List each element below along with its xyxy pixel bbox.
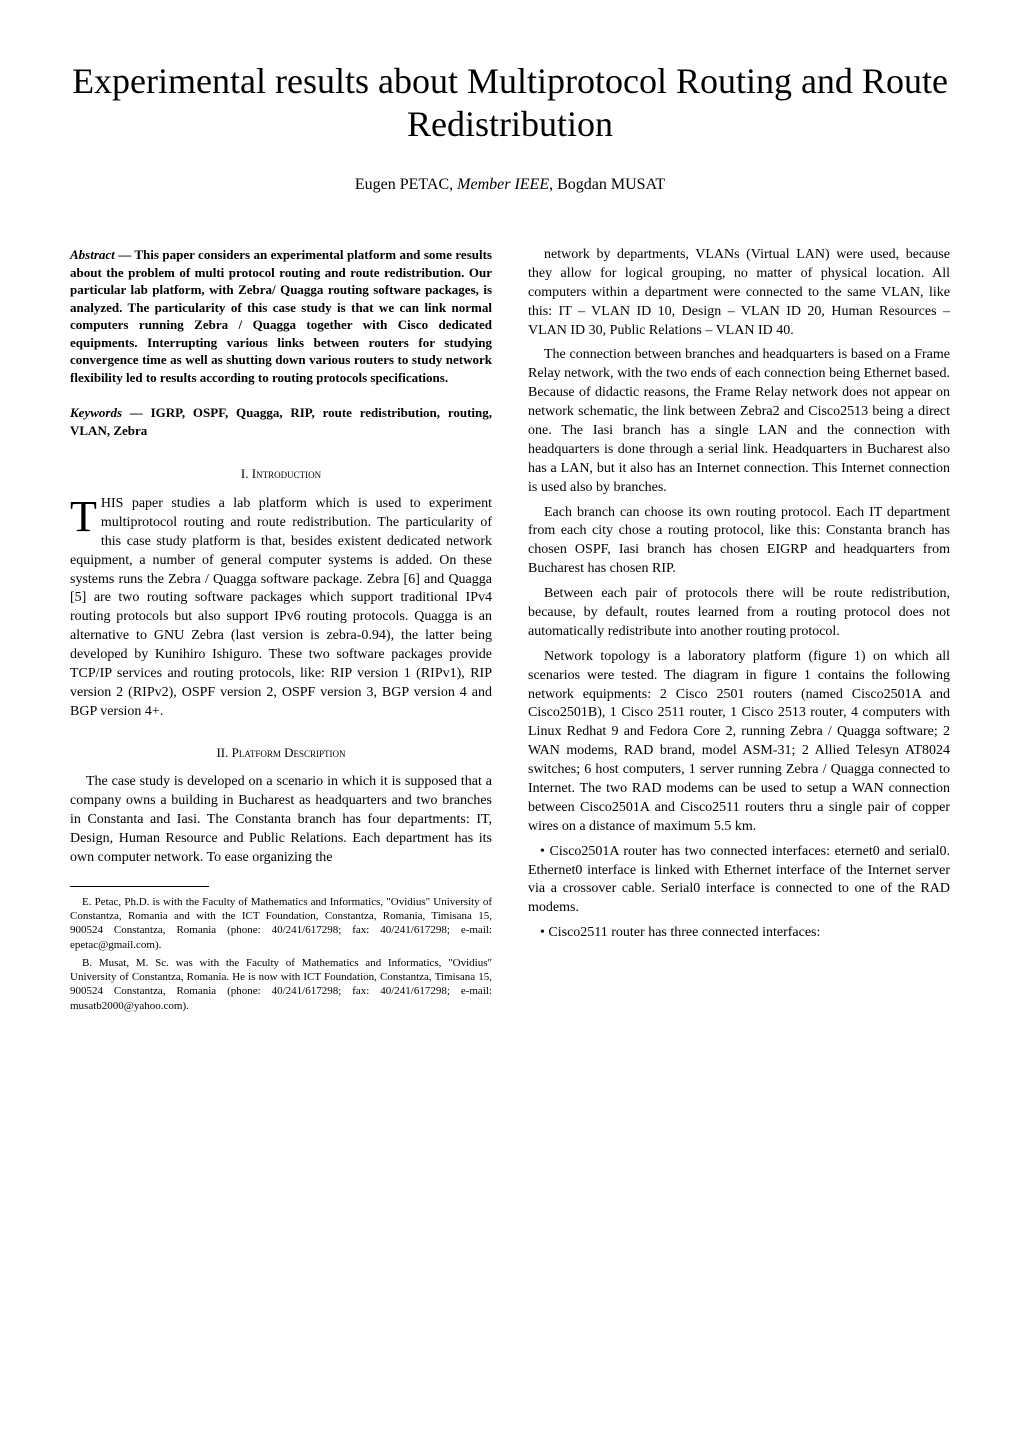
dropcap-letter: T xyxy=(70,495,101,537)
authors-line: Eugen PETAC, Member IEEE, Bogdan MUSAT xyxy=(70,174,950,196)
keywords-block: Keywords — IGRP, OSPF, Quagga, RIP, rout… xyxy=(70,404,492,439)
author-1: Eugen PETAC, xyxy=(355,176,457,193)
keywords-dash: — xyxy=(122,405,151,420)
author-2: , Bogdan MUSAT xyxy=(549,176,665,193)
section-2-heading: II. Platform Description xyxy=(70,744,492,762)
col2-para-2: The connection between branches and head… xyxy=(528,346,950,497)
col2-bullet-1: • Cisco2501A router has two connected in… xyxy=(528,843,950,919)
abstract-text: This paper considers an experimental pla… xyxy=(70,247,492,385)
col2-para-3: Each branch can choose its own routing p… xyxy=(528,504,950,580)
footnote-2: B. Musat, M. Sc. was with the Faculty of… xyxy=(70,956,492,1013)
abstract-block: Abstract — This paper considers an exper… xyxy=(70,246,492,386)
section-2-para-1: The case study is developed on a scenari… xyxy=(70,773,492,867)
abstract-dash: — xyxy=(115,247,135,262)
author-affiliation: Member IEEE xyxy=(457,176,549,193)
paper-title: Experimental results about Multiprotocol… xyxy=(70,60,950,146)
keywords-label: Keywords xyxy=(70,405,122,420)
section-1-heading: I. Introduction xyxy=(70,465,492,483)
abstract-label: Abstract xyxy=(70,247,115,262)
footnote-1: E. Petac, Ph.D. is with the Faculty of M… xyxy=(70,895,492,952)
section-1-para-1-text: HIS paper studies a lab platform which i… xyxy=(70,496,492,719)
col2-bullet-2: • Cisco2511 router has three connected i… xyxy=(528,924,950,943)
col2-para-5: Network topology is a laboratory platfor… xyxy=(528,648,950,837)
col2-para-4: Between each pair of protocols there wil… xyxy=(528,585,950,642)
section-1-para-1: THIS paper studies a lab platform which … xyxy=(70,495,492,722)
footnote-separator xyxy=(70,886,209,887)
col2-para-1: network by departments, VLANs (Virtual L… xyxy=(528,246,950,340)
two-column-body: Abstract — This paper considers an exper… xyxy=(70,246,950,1017)
